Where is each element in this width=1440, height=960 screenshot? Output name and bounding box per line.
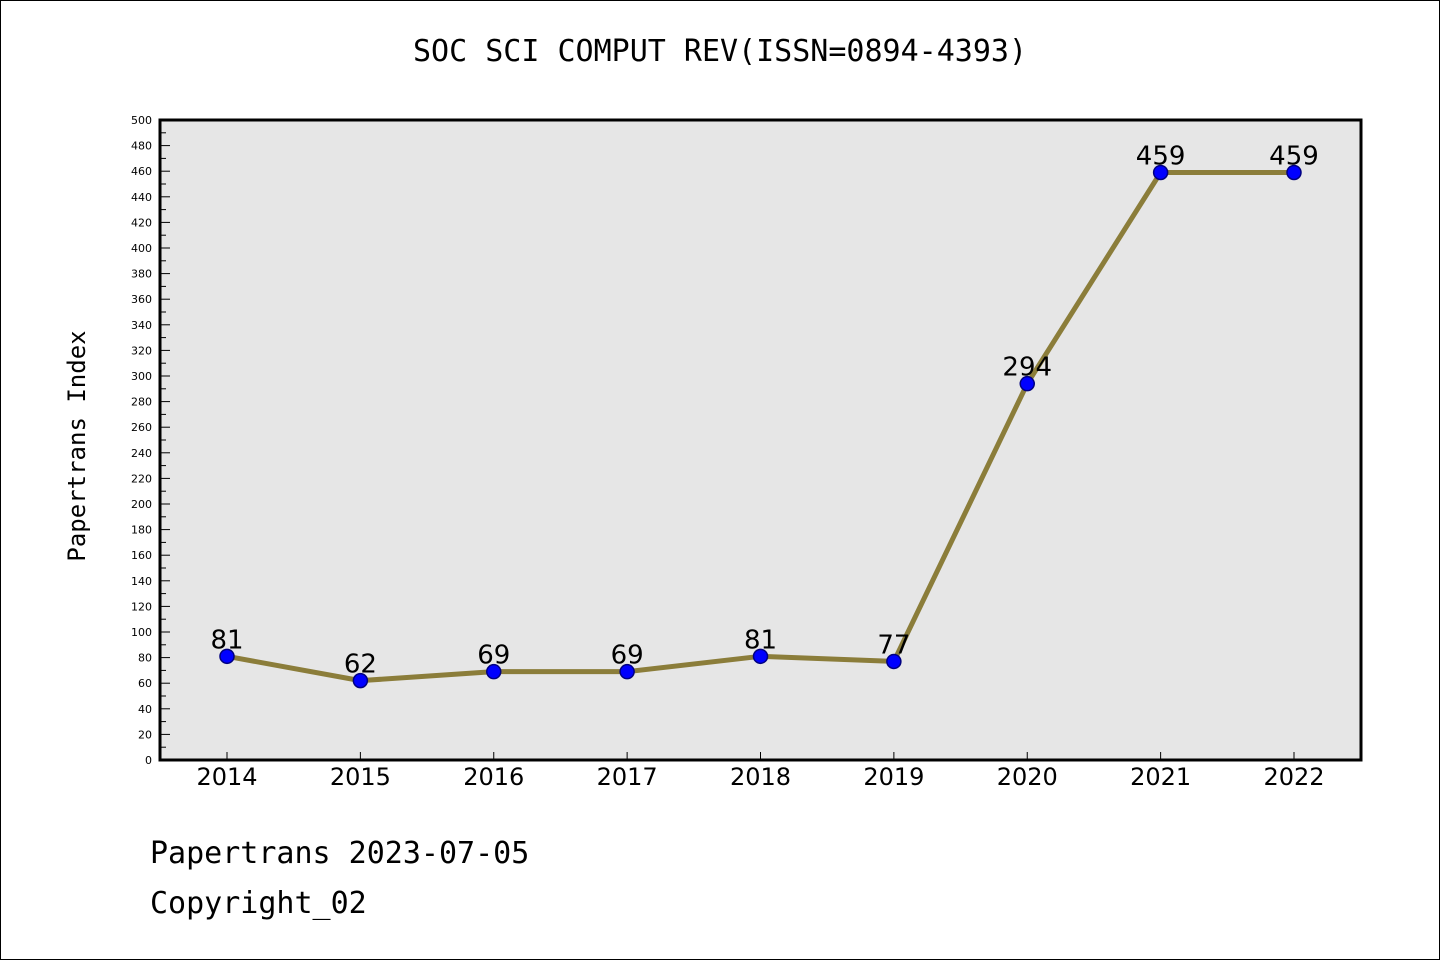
y-tick-label: 180 (131, 524, 152, 537)
data-label: 459 (1269, 141, 1319, 171)
y-tick-label: 200 (131, 498, 152, 511)
x-axis: 2014 2015 2016 2017 2018 2019 2020 2021 2022 (196, 752, 1325, 791)
x-tick-label: 2018 (730, 763, 791, 791)
y-tick-label: 260 (131, 421, 152, 434)
y-tick-label: 280 (131, 396, 152, 409)
y-axis: 0 20 40 60 80 100 120 140 160 180 200 220 240 260 280 3… (131, 114, 170, 767)
y-tick-label: 0 (145, 754, 152, 767)
data-label: 294 (1002, 353, 1052, 383)
x-tick-label: 2022 (1263, 763, 1324, 791)
data-point (752, 648, 769, 665)
data-label: 459 (1136, 141, 1186, 171)
y-tick-label: 380 (131, 268, 152, 281)
x-tick-label: 2020 (997, 763, 1058, 791)
plot-border (158, 118, 1363, 762)
y-tick-label: 480 (131, 140, 152, 153)
footer-date: Papertrans 2023-07-05 (150, 836, 530, 871)
y-axis-label: Papertrans Index (63, 330, 91, 561)
y-tick-label: 220 (131, 472, 152, 485)
x-tick-label: 2021 (1130, 763, 1191, 791)
data-point (1019, 375, 1035, 392)
x-tick-label: 2014 (196, 763, 257, 791)
data-point (219, 648, 235, 665)
data-label: 69 (611, 641, 644, 671)
y-tick-label: 420 (131, 216, 152, 229)
y-tick-label: 360 (131, 293, 152, 306)
y-tick-label: 120 (131, 600, 152, 613)
y-tick-label: 500 (131, 114, 152, 127)
y-tick-label: 440 (131, 191, 152, 204)
y-tick-label: 400 (131, 242, 152, 255)
y-tick-label: 340 (131, 319, 152, 332)
data-labels: 81 62 69 69 81 77 294 459 459 (210, 141, 1318, 679)
y-tick-label: 60 (138, 677, 152, 690)
x-tick-label: 2017 (597, 763, 658, 791)
data-label: 77 (877, 630, 910, 660)
data-point (352, 672, 369, 689)
chart-title: SOC SCI COMPUT REV(ISSN=0894-4393) (412, 34, 1028, 69)
data-point (886, 653, 902, 670)
data-point (1152, 164, 1169, 181)
y-tick-label: 240 (131, 447, 152, 460)
y-tick-label: 40 (138, 703, 152, 716)
data-point (486, 663, 502, 680)
data-point (619, 663, 635, 680)
y-tick-label: 80 (138, 652, 152, 665)
data-points (219, 164, 1302, 689)
y-tick-label: 140 (131, 575, 152, 588)
data-point (1286, 164, 1302, 181)
y-tick-label: 100 (131, 626, 152, 639)
y-tick-label: 20 (138, 728, 152, 741)
y-tick-label: 460 (131, 165, 152, 178)
y-tick-label: 300 (131, 370, 152, 383)
data-label: 81 (744, 625, 777, 655)
footer-copyright: Copyright_02 (150, 886, 367, 921)
data-label: 81 (210, 625, 243, 655)
y-tick-label: 160 (131, 549, 152, 562)
x-tick-label: 2015 (330, 763, 391, 791)
x-tick-label: 2019 (863, 763, 924, 791)
data-label: 62 (344, 650, 377, 680)
data-label: 69 (477, 641, 510, 671)
y-tick-label: 320 (131, 344, 152, 357)
x-tick-label: 2016 (463, 763, 524, 791)
